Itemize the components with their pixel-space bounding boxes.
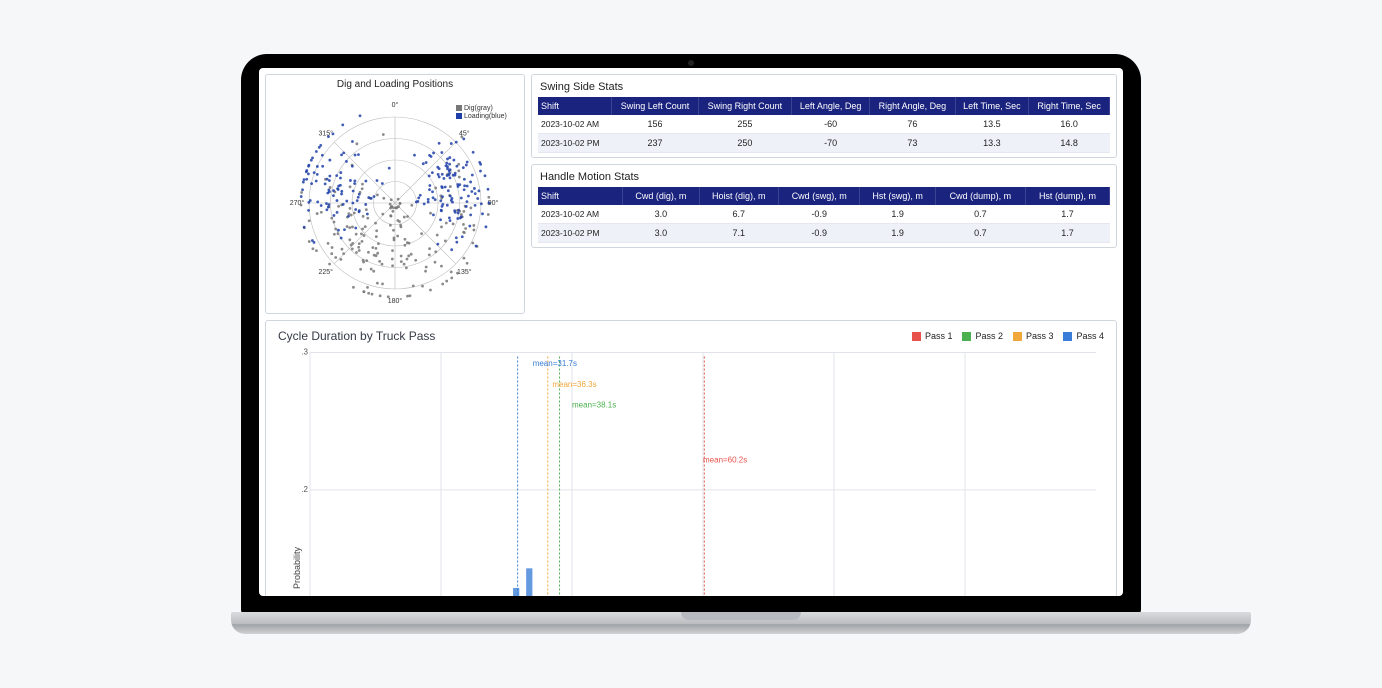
svg-text:225°: 225° <box>318 268 333 276</box>
legend-item: Pass 3 <box>1013 331 1054 341</box>
table-cell: 255 <box>698 115 791 134</box>
table-cell: 14.8 <box>1029 134 1110 153</box>
table-cell: 1.7 <box>1025 205 1109 224</box>
svg-text:315°: 315° <box>318 130 333 138</box>
polar-panel: Dig and Loading Positions 0°45°90°135°18… <box>265 74 525 314</box>
svg-text:0°: 0° <box>392 101 399 109</box>
table-header: Hoist (dig), m <box>699 187 778 205</box>
swing-stats-panel: Swing Side Stats ShiftSwing Left CountSw… <box>531 74 1117 158</box>
svg-text:0.2: 0.2 <box>302 485 309 494</box>
handle-stats-title: Handle Motion Stats <box>540 171 1110 183</box>
legend-swatch <box>962 332 971 341</box>
swing-stats-title: Swing Side Stats <box>540 81 1110 93</box>
histogram-header: Cycle Duration by Truck Pass Pass 1Pass … <box>272 325 1110 343</box>
svg-text:0.3: 0.3 <box>302 348 309 357</box>
svg-text:135°: 135° <box>457 268 472 276</box>
svg-text:Loading(blue): Loading(blue) <box>464 113 507 120</box>
y-axis-label: Probability <box>292 546 302 588</box>
table-cell: 1.7 <box>1025 224 1109 243</box>
table-row: 2023-10-02 PM3.07.1-0.91.90.71.7 <box>538 224 1110 243</box>
svg-text:180°: 180° <box>388 297 403 305</box>
table-row: 2023-10-02 AM156255-607613.516.0 <box>538 115 1110 134</box>
top-row: Dig and Loading Positions 0°45°90°135°18… <box>265 74 1117 314</box>
table-header: Shift <box>538 187 623 205</box>
legend-swatch <box>1013 332 1022 341</box>
table-header: Cwd (dump), m <box>935 187 1025 205</box>
table-cell: 250 <box>698 134 791 153</box>
table-cell: 0.7 <box>935 224 1025 243</box>
table-cell: 1.9 <box>860 205 936 224</box>
table-cell: 0.7 <box>935 205 1025 224</box>
polar-chart[interactable]: 0°45°90°135°180°225°270°315°Dig(gray)Loa… <box>272 92 518 306</box>
table-cell: 1.9 <box>860 224 936 243</box>
table-header: Left Angle, Deg <box>791 97 869 115</box>
tables-column: Swing Side Stats ShiftSwing Left CountSw… <box>531 74 1117 314</box>
table-cell: 13.5 <box>955 115 1029 134</box>
laptop-bezel: Dig and Loading Positions 0°45°90°135°18… <box>241 54 1141 614</box>
svg-text:Dig(gray): Dig(gray) <box>464 105 493 112</box>
svg-text:mean=60.2s: mean=60.2s <box>703 455 747 464</box>
table-cell: -0.9 <box>778 205 859 224</box>
table-header: Cwd (swg), m <box>778 187 859 205</box>
legend-label: Pass 1 <box>925 331 953 341</box>
table-header: Right Time, Sec <box>1029 97 1110 115</box>
legend-label: Pass 4 <box>1076 331 1104 341</box>
legend-item: Pass 1 <box>912 331 953 341</box>
camera-icon <box>688 60 694 66</box>
legend-swatch <box>912 332 921 341</box>
laptop-screen: Dig and Loading Positions 0°45°90°135°18… <box>259 68 1123 596</box>
table-header: Left Time, Sec <box>955 97 1029 115</box>
table-row: 2023-10-02 AM3.06.7-0.91.90.71.7 <box>538 205 1110 224</box>
legend-label: Pass 3 <box>1026 331 1054 341</box>
table-cell: -0.9 <box>778 224 859 243</box>
legend-label: Pass 2 <box>975 331 1003 341</box>
handle-stats-table: ShiftCwd (dig), mHoist (dig), mCwd (swg)… <box>538 187 1110 243</box>
legend-item: Pass 4 <box>1063 331 1104 341</box>
histogram-chart[interactable]: 00.10.20.3mean=31.7smean=36.3smean=38.1s… <box>302 347 1100 596</box>
table-cell: 2023-10-02 AM <box>538 205 623 224</box>
polar-title: Dig and Loading Positions <box>272 79 518 90</box>
legend-swatch <box>1063 332 1072 341</box>
table-header: Cwd (dig), m <box>623 187 699 205</box>
dashboard: Dig and Loading Positions 0°45°90°135°18… <box>259 68 1123 596</box>
table-cell: 3.0 <box>623 224 699 243</box>
table-cell: 76 <box>870 115 955 134</box>
histogram-chart-area: Probability 00.10.20.3mean=31.7smean=36.… <box>302 347 1100 596</box>
table-cell: 2023-10-02 PM <box>538 224 623 243</box>
swing-stats-table: ShiftSwing Left CountSwing Right CountLe… <box>538 97 1110 153</box>
handle-stats-panel: Handle Motion Stats ShiftCwd (dig), mHoi… <box>531 164 1117 248</box>
histogram-legend: Pass 1 Pass 2 Pass 3 Pass 4 <box>912 331 1104 341</box>
table-cell: 16.0 <box>1029 115 1110 134</box>
table-header: Swing Left Count <box>612 97 698 115</box>
table-cell: 156 <box>612 115 698 134</box>
laptop-base <box>231 612 1251 634</box>
trackpad-notch <box>681 612 801 620</box>
legend-item: Pass 2 <box>962 331 1003 341</box>
table-cell: 2023-10-02 PM <box>538 134 612 153</box>
table-cell: 3.0 <box>623 205 699 224</box>
table-cell: -60 <box>791 115 869 134</box>
table-header: Hst (swg), m <box>860 187 936 205</box>
table-cell: 73 <box>870 134 955 153</box>
page-background: Dig and Loading Positions 0°45°90°135°18… <box>0 0 1382 688</box>
table-cell: -70 <box>791 134 869 153</box>
table-header: Right Angle, Deg <box>870 97 955 115</box>
histogram-panel: Cycle Duration by Truck Pass Pass 1Pass … <box>265 320 1117 596</box>
table-header: Hst (dump), m <box>1025 187 1109 205</box>
svg-text:mean=36.3s: mean=36.3s <box>552 380 596 389</box>
table-header: Swing Right Count <box>698 97 791 115</box>
svg-text:mean=38.1s: mean=38.1s <box>572 400 616 409</box>
table-header: Shift <box>538 97 612 115</box>
table-cell: 2023-10-02 AM <box>538 115 612 134</box>
table-row: 2023-10-02 PM237250-707313.314.8 <box>538 134 1110 153</box>
table-cell: 7.1 <box>699 224 778 243</box>
histogram-title: Cycle Duration by Truck Pass <box>278 329 435 343</box>
svg-text:mean=31.7s: mean=31.7s <box>533 359 577 368</box>
laptop-mockup: Dig and Loading Positions 0°45°90°135°18… <box>231 54 1151 634</box>
table-cell: 237 <box>612 134 698 153</box>
table-cell: 13.3 <box>955 134 1029 153</box>
table-cell: 6.7 <box>699 205 778 224</box>
